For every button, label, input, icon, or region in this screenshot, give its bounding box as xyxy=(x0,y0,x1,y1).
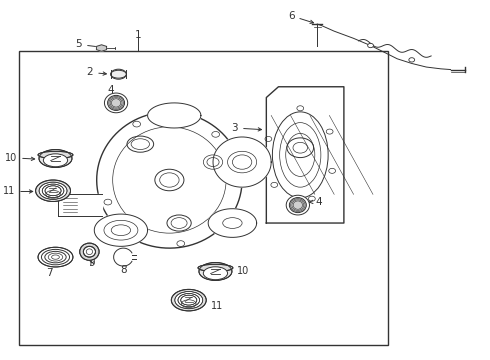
Text: 3: 3 xyxy=(231,123,262,133)
Text: 8: 8 xyxy=(120,265,126,275)
Text: 9: 9 xyxy=(89,258,95,268)
Ellipse shape xyxy=(178,293,199,307)
Ellipse shape xyxy=(42,184,64,197)
Ellipse shape xyxy=(39,182,67,199)
Polygon shape xyxy=(213,137,271,187)
Ellipse shape xyxy=(36,180,71,202)
Text: 1: 1 xyxy=(135,30,141,40)
Ellipse shape xyxy=(199,262,232,280)
Text: 10: 10 xyxy=(5,153,35,163)
Text: 7: 7 xyxy=(47,267,53,278)
Ellipse shape xyxy=(38,247,73,267)
Polygon shape xyxy=(97,45,106,51)
Polygon shape xyxy=(58,194,101,216)
Text: 6: 6 xyxy=(288,11,314,23)
Text: 4: 4 xyxy=(107,85,115,98)
Ellipse shape xyxy=(198,264,233,271)
Ellipse shape xyxy=(181,295,197,305)
Ellipse shape xyxy=(286,195,310,215)
Circle shape xyxy=(368,43,373,48)
Text: 4: 4 xyxy=(309,197,322,207)
Text: 11: 11 xyxy=(3,186,33,197)
Polygon shape xyxy=(267,87,344,223)
Ellipse shape xyxy=(203,267,227,280)
Ellipse shape xyxy=(111,70,126,78)
Polygon shape xyxy=(97,112,242,248)
Ellipse shape xyxy=(38,151,73,158)
Text: 2: 2 xyxy=(87,67,106,77)
Ellipse shape xyxy=(108,95,124,111)
Bar xyxy=(19,51,388,345)
Ellipse shape xyxy=(111,69,126,79)
Text: 5: 5 xyxy=(75,40,104,49)
Polygon shape xyxy=(94,214,147,246)
Ellipse shape xyxy=(104,93,128,113)
Ellipse shape xyxy=(175,292,203,309)
Circle shape xyxy=(409,58,415,62)
Ellipse shape xyxy=(45,186,61,196)
Text: 11: 11 xyxy=(180,298,223,311)
Ellipse shape xyxy=(290,198,306,213)
Text: 10: 10 xyxy=(205,266,249,276)
Ellipse shape xyxy=(39,149,72,167)
Ellipse shape xyxy=(44,154,68,167)
Ellipse shape xyxy=(80,243,99,260)
Ellipse shape xyxy=(172,289,206,311)
Polygon shape xyxy=(208,209,257,237)
Ellipse shape xyxy=(83,246,96,257)
Polygon shape xyxy=(147,103,201,128)
